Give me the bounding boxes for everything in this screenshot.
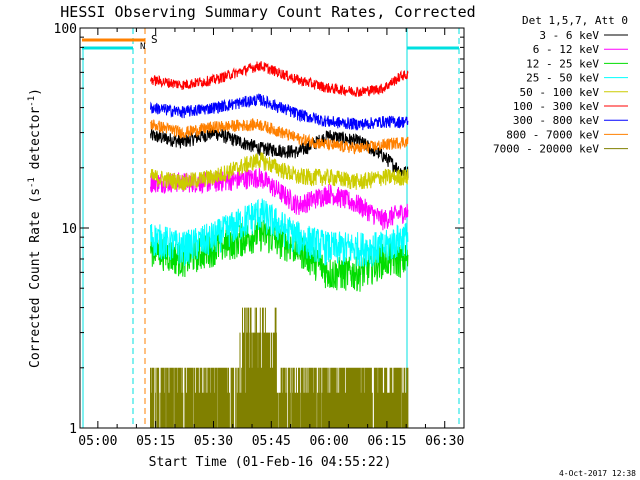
- series-4: [150, 152, 409, 191]
- x-tick-label: 06:30: [425, 434, 464, 449]
- y-axis-label-sup1: -1: [27, 177, 37, 188]
- legend-label: 25 - 50 keV: [526, 72, 599, 85]
- series-line: [150, 93, 409, 131]
- y-axis-label: Corrected Count Rate (s-1 detector-1): [27, 88, 43, 368]
- legend-header: Det 1,5,7, Att 0: [522, 14, 628, 27]
- x-tick-label: 05:30: [194, 434, 233, 449]
- legend-label: 6 - 12 keV: [533, 43, 600, 56]
- legend-label: 50 - 100 keV: [520, 86, 600, 99]
- y-tick-label: 10: [61, 222, 77, 237]
- y-axis: 1 10 100: [54, 22, 464, 437]
- series-line: [150, 307, 409, 428]
- plot-area: SN: [82, 28, 460, 428]
- y-axis-label-sup2: -1: [27, 96, 37, 107]
- series-6: [150, 93, 409, 131]
- legend-label: 3 - 6 keV: [539, 29, 599, 42]
- legend-label: 7000 - 20000 keV: [493, 143, 599, 156]
- y-axis-label-end: ): [28, 88, 43, 96]
- y-axis-label-mid: detector: [28, 107, 43, 178]
- series-line: [150, 118, 409, 155]
- series-line: [150, 61, 409, 97]
- x-tick-label: 05:45: [252, 434, 291, 449]
- series-7: [150, 118, 409, 155]
- y-axis-label-main: Corrected Count Rate (s: [28, 188, 43, 368]
- series-line: [150, 198, 409, 267]
- legend-label: 12 - 25 keV: [526, 57, 599, 70]
- series-3: [150, 198, 409, 267]
- x-axis: 05:00 05:15 05:30 05:45 06:00 06:15 06:30: [78, 28, 465, 449]
- chart-title: HESSI Observing Summary Count Rates, Cor…: [60, 3, 475, 21]
- series-5: [150, 61, 409, 97]
- x-tick-label: 06:15: [367, 434, 406, 449]
- timestamp: 4-Oct-2017 12:38: [559, 469, 636, 478]
- x-axis-label: Start Time (01-Feb-16 04:55:22): [149, 455, 392, 470]
- x-tick-label: 05:15: [136, 434, 175, 449]
- legend-label: 100 - 300 keV: [513, 100, 599, 113]
- x-tick-label: 05:00: [78, 434, 117, 449]
- y-tick-label: 1: [69, 422, 77, 437]
- series-line: [150, 152, 409, 191]
- legend-label: 800 - 7000 keV: [506, 128, 599, 141]
- series-8: [150, 307, 409, 428]
- y-tick-label: 100: [54, 22, 77, 37]
- legend-label: 300 - 800 keV: [513, 114, 599, 127]
- marker-label-n: N: [140, 42, 145, 52]
- marker-label-s: S: [151, 33, 158, 46]
- x-tick-label: 06:00: [310, 434, 349, 449]
